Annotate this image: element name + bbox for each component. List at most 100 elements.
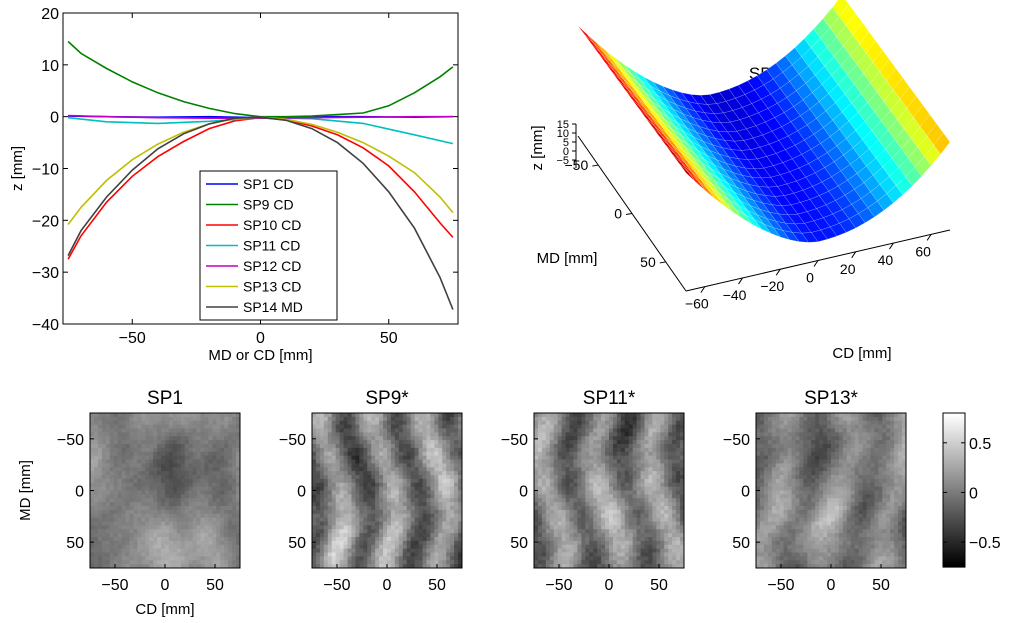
heatmap-cell — [351, 506, 356, 511]
heatmap-cell — [379, 447, 384, 453]
heatmap-cell — [545, 428, 551, 433]
heatmap-cell — [438, 494, 443, 499]
heatmap-cell — [438, 424, 443, 429]
heatmap-cell — [113, 506, 119, 511]
heatmap-cell — [220, 494, 225, 499]
heatmap-cell — [232, 564, 237, 569]
heatmap-cell — [601, 467, 606, 472]
heatmap-cell — [434, 498, 439, 503]
heatmap-cell — [553, 513, 559, 519]
heatmap-cell — [593, 517, 598, 522]
heatmap-cell — [549, 428, 555, 433]
heatmap-cell — [422, 478, 427, 484]
heatmap-cell — [541, 413, 547, 418]
heatmap-cell — [454, 424, 459, 429]
heatmap-cell — [153, 475, 158, 480]
heatmap-cell — [410, 548, 416, 553]
heatmap-cell — [406, 556, 412, 561]
heatmap-cell — [402, 506, 408, 511]
heatmap-cell — [410, 560, 416, 565]
heatmap-cell — [184, 447, 190, 453]
heatmap-cell — [660, 529, 665, 534]
heatmap-cell — [145, 548, 150, 553]
heatmap-cell — [335, 525, 341, 530]
heatmap-cell — [410, 444, 416, 449]
heatmap-cell — [236, 529, 241, 534]
heatmap-cell — [593, 533, 598, 538]
heatmap-cell — [367, 478, 372, 484]
heatmap-cell — [212, 416, 217, 422]
heatmap-cell — [648, 506, 653, 511]
heatmap-cell — [93, 432, 99, 437]
heatmap-cell — [569, 413, 574, 418]
heatmap-cell — [616, 455, 622, 460]
heatmap-cell — [632, 444, 638, 449]
heatmap-cell — [176, 451, 182, 457]
heatmap-cell — [644, 440, 649, 445]
y-tick-label: 50 — [66, 535, 84, 552]
heatmap-cell — [534, 459, 539, 464]
heatmap-cell — [343, 451, 348, 457]
heatmap-cell — [636, 498, 641, 503]
heatmap-cell — [390, 475, 396, 480]
heatmap-cell — [165, 459, 170, 464]
heatmap-cell — [109, 478, 115, 484]
heatmap-cell — [208, 482, 213, 488]
heatmap-cell — [664, 467, 669, 472]
heatmap-cell — [339, 498, 344, 503]
heatmap-cell — [664, 471, 669, 476]
heatmap-cell — [406, 444, 412, 449]
heatmap-cell — [113, 440, 119, 445]
heatmap-cell — [371, 548, 376, 553]
heatmap-cell — [616, 552, 622, 557]
heatmap-cell — [438, 486, 443, 491]
heatmap-cell — [534, 455, 539, 460]
heatmap-cell — [414, 467, 419, 472]
heatmap-cell — [367, 498, 372, 503]
heatmap-cell — [117, 525, 122, 530]
heatmap-cell — [172, 432, 178, 437]
heatmap-cell — [442, 498, 447, 503]
heatmap-cell — [347, 471, 352, 476]
heatmap-cell — [569, 455, 574, 460]
heatmap-cell — [168, 552, 174, 557]
y-tick-label: 0 — [297, 484, 306, 501]
heatmap-cell — [664, 506, 669, 511]
heatmap-cell — [375, 486, 380, 491]
heatmap-cell — [157, 482, 162, 488]
heatmap-cell — [402, 451, 408, 457]
heatmap-cell — [355, 521, 360, 526]
heatmap-cell — [335, 424, 341, 429]
heatmap-cell — [125, 525, 130, 530]
heatmap-cell — [648, 440, 653, 445]
heatmap-cell — [648, 490, 653, 495]
heatmap-cell — [597, 521, 602, 526]
heatmap-cell — [200, 502, 205, 507]
heatmap-cell — [200, 471, 205, 476]
heatmap-cell — [331, 455, 337, 460]
heatmap-cell — [168, 413, 174, 418]
heatmap-cell — [200, 544, 205, 550]
heatmap-cell — [157, 413, 162, 418]
heatmap-cell — [438, 440, 443, 445]
heatmap-cell — [335, 560, 341, 565]
heatmap-cell — [577, 525, 582, 530]
heatmap-cell — [331, 544, 337, 550]
heatmap-cell — [347, 463, 352, 468]
heatmap-cell — [438, 502, 443, 507]
x-axis-label: CD [mm] — [135, 601, 194, 618]
heatmap-cell — [414, 548, 419, 553]
heatmap-cell — [216, 416, 221, 422]
heatmap-cell — [145, 486, 150, 491]
heatmap-cell — [383, 420, 388, 426]
heatmap-cell — [398, 420, 404, 426]
heatmap-cell — [97, 424, 103, 429]
heatmap-cell — [339, 490, 344, 495]
heatmap-cell — [157, 502, 162, 507]
heatmap-cell — [390, 506, 396, 511]
heatmap-cell — [406, 447, 412, 453]
heatmap-cell — [545, 416, 551, 422]
